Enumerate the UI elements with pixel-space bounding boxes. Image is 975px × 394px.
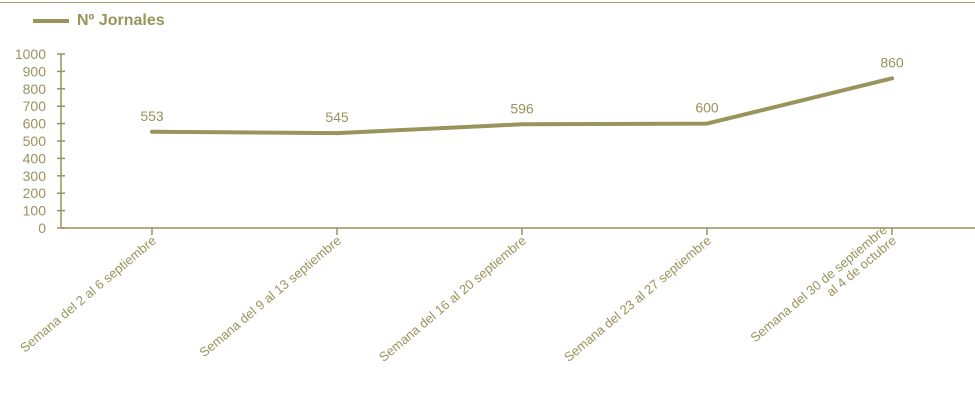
x-tick-label: Semana del 2 al 6 septiembre [17,233,159,356]
data-label: 553 [140,108,164,124]
y-tick-label: 400 [23,150,47,166]
y-tick-label: 200 [23,185,47,201]
x-tick-label: Semana del 16 al 20 septiembre [376,233,529,365]
y-tick-label: 800 [23,81,47,97]
y-tick-label: 100 [23,203,47,219]
x-tick-label: Semana del 23 al 27 septiembre [561,233,714,365]
legend-label: Nº Jornales [77,12,165,29]
data-label: 860 [880,54,904,70]
data-label: 596 [510,100,534,116]
y-tick-label: 900 [23,63,47,79]
y-tick-label: 1000 [15,46,46,62]
y-tick-label: 600 [23,116,47,132]
y-tick-label: 500 [23,133,47,149]
y-tick-label: 0 [38,220,46,236]
series-line [150,76,894,136]
x-tick-label: Semana del 30 de septiembreal 4 de octub… [747,222,899,356]
y-tick-label: 300 [23,168,47,184]
data-label: 545 [325,109,349,125]
legend-swatch [33,19,69,23]
x-tick-label: Semana del 9 al 13 septiembre [196,233,343,360]
top-rule [0,2,975,3]
data-label: 600 [695,100,719,116]
legend: Nº Jornales [33,12,165,30]
y-tick-label: 700 [23,98,47,114]
